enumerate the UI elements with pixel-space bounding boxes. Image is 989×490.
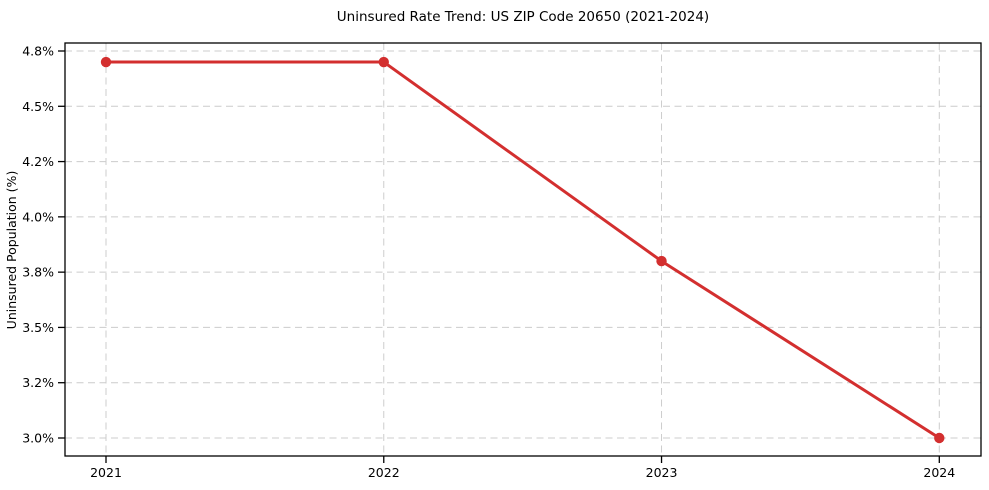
x-tick-label: 2022 [368, 465, 400, 480]
data-point-2021 [100, 56, 112, 68]
trend-line [104, 60, 941, 440]
axis-layer: 4.8% 4.5% 4.2% 4.0% 3.8% 3.5% 3.2% 3.0% 2021 2022… [22, 42, 982, 480]
y-tick-label: 4.0% [22, 209, 54, 224]
y-tick-label: 3.0% [22, 431, 54, 446]
grid-layer [65, 43, 981, 456]
y-tick-label: 3.5% [22, 320, 54, 335]
data-point-2024 [934, 432, 945, 444]
x-tick-label: 2024 [923, 465, 955, 480]
y-tick-label: 4.8% [22, 44, 54, 59]
y-tick-label: 4.2% [22, 154, 54, 169]
data-point-2022 [378, 56, 389, 68]
series-layer [100, 56, 945, 444]
y-tick-label: 4.5% [22, 99, 54, 114]
y-tick-label: 3.8% [22, 265, 54, 280]
plot-border [64, 42, 982, 457]
x-tick-label: 2023 [646, 465, 678, 480]
x-tick-label: 2021 [90, 465, 122, 480]
data-point-2023 [656, 255, 667, 267]
y-tick-label: 3.2% [22, 375, 54, 390]
y-axis-label: Uninsured Population (%) [4, 171, 19, 330]
chart-title: Uninsured Rate Trend: US ZIP Code 20650 … [337, 9, 709, 25]
